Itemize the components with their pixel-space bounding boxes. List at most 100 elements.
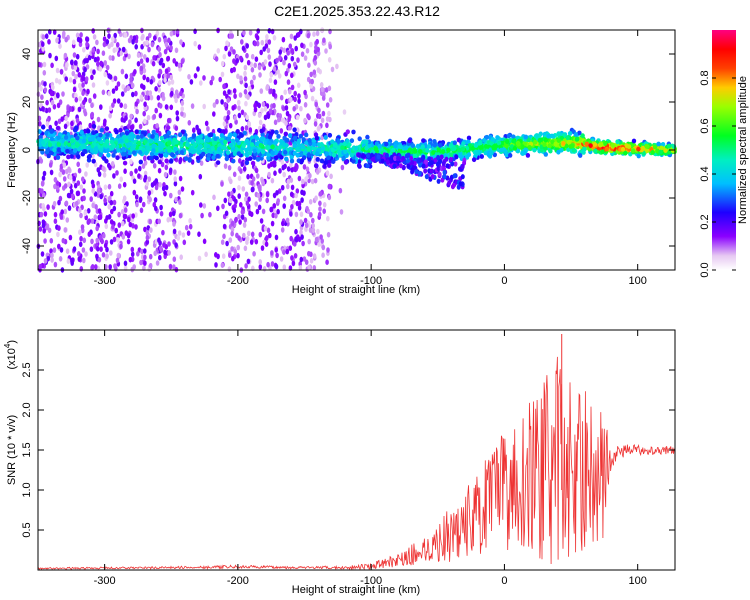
spectrogram-noise-cell bbox=[145, 90, 150, 96]
spectrogram-noise-cell bbox=[220, 99, 224, 105]
spectrogram-noise-cell bbox=[59, 163, 64, 170]
spectrogram-noise-cell bbox=[159, 204, 163, 211]
spectrogram-noise-cell bbox=[312, 31, 316, 37]
spectrogram-noise-cell bbox=[143, 54, 147, 60]
spectrogram-noise-cell bbox=[86, 208, 91, 214]
spectrogram-ridge-cell bbox=[149, 138, 154, 144]
spectrogram-noise-cell bbox=[116, 98, 121, 104]
spectrogram-noise-cell bbox=[96, 61, 100, 67]
spectrogram-ridge-cell bbox=[217, 127, 222, 133]
spectrogram-x-tick-label: 100 bbox=[629, 275, 647, 287]
spectrogram-noise-cell bbox=[74, 200, 79, 207]
spectrogram-noise-cell bbox=[293, 90, 298, 97]
spectrogram-ridge-cell bbox=[198, 144, 203, 149]
spectrogram-noise-cell bbox=[47, 227, 52, 234]
spectrogram-ridge-cell bbox=[150, 134, 155, 139]
spectrogram-noise-cell bbox=[295, 114, 300, 121]
spectrogram-noise-cell bbox=[258, 119, 263, 126]
spectrogram-noise-cell bbox=[291, 260, 296, 267]
spectrogram-ridge-cell bbox=[244, 160, 250, 166]
spectrogram-noise-cell bbox=[143, 254, 147, 261]
spectrogram-noise-cell bbox=[278, 168, 282, 174]
spectrogram-noise-cell bbox=[109, 239, 114, 245]
spectrogram-tail-cell bbox=[357, 152, 362, 158]
spectrogram-ridge-cell bbox=[254, 136, 260, 141]
spectrogram-noise-cell bbox=[164, 41, 169, 48]
spectrogram-ridge-cell bbox=[211, 155, 216, 161]
spectrogram-noise-cell bbox=[257, 102, 262, 109]
spectrogram-ridge-cell bbox=[466, 152, 472, 158]
spectrogram-noise-cell bbox=[104, 223, 109, 230]
spectrogram-noise-cell bbox=[312, 69, 317, 75]
spectrogram-noise-cell bbox=[325, 116, 330, 122]
spectrogram-noise-cell bbox=[164, 68, 169, 74]
spectrogram-noise-cell bbox=[309, 258, 314, 264]
spectrogram-ridge-cell bbox=[580, 133, 585, 139]
spectrogram-ridge-cell bbox=[128, 136, 133, 141]
spectrogram-noise-cell bbox=[300, 51, 305, 57]
spectrogram-noise-cell bbox=[115, 42, 120, 48]
spectrogram-noise-cell bbox=[247, 230, 251, 237]
spectrogram-noise-cell bbox=[163, 171, 168, 178]
spectrogram-ridge-cell bbox=[245, 139, 250, 144]
spectrogram-noise-cell bbox=[193, 73, 198, 79]
spectrogram-noise-cell bbox=[232, 88, 237, 94]
spectrogram-noise-cell bbox=[161, 185, 166, 192]
spectrogram-noise-cell bbox=[329, 173, 333, 180]
spectrogram-noise-cell bbox=[291, 199, 296, 206]
spectrogram-noise-cell bbox=[179, 254, 183, 260]
spectrogram-noise-cell bbox=[40, 94, 44, 100]
spectrogram-noise-cell bbox=[231, 105, 235, 111]
spectrogram-ridge-cell bbox=[550, 139, 555, 145]
spectrogram-noise-cell bbox=[110, 161, 115, 167]
spectrogram-ridge-cell bbox=[98, 147, 104, 153]
spectrogram-noise-cell bbox=[40, 251, 45, 257]
spectrogram-noise-cell bbox=[228, 237, 233, 243]
spectrogram-noise-cell bbox=[158, 182, 162, 188]
spectrogram-noise-cell bbox=[179, 90, 183, 97]
spectrogram-noise-cell bbox=[41, 106, 45, 112]
spectrogram-noise-cell bbox=[226, 109, 231, 116]
spectrogram-ridge-cell bbox=[666, 143, 672, 149]
spectrogram-noise-cell bbox=[172, 221, 176, 227]
spectrogram-noise-cell bbox=[227, 51, 232, 57]
spectrogram-ridge-cell bbox=[391, 147, 396, 153]
spectrogram-noise-cell bbox=[297, 175, 302, 182]
spectrogram-noise-cell bbox=[131, 39, 135, 45]
spectrogram-noise-cell bbox=[147, 46, 151, 53]
spectrogram-noise-cell bbox=[146, 76, 150, 83]
spectrogram-ridge-cell bbox=[432, 139, 437, 144]
spectrogram-noise-cell bbox=[172, 228, 177, 235]
spectrogram-ridge-cell bbox=[114, 129, 119, 135]
spectrogram-noise-cell bbox=[101, 89, 106, 96]
spectrogram-noise-cell bbox=[135, 108, 139, 115]
spectrogram-noise-cell bbox=[167, 37, 171, 44]
spectrogram-noise-cell bbox=[278, 49, 283, 55]
spectrogram-noise-cell bbox=[131, 223, 135, 229]
spectrogram-noise-cell bbox=[71, 70, 76, 77]
spectrogram-noise-cell bbox=[257, 64, 262, 71]
spectrogram-noise-cell bbox=[237, 213, 241, 220]
spectrogram-noise-cell bbox=[221, 203, 225, 210]
spectrogram-ridge-cell bbox=[196, 148, 201, 154]
spectrogram-noise-cell bbox=[102, 172, 107, 178]
spectrogram-tail-cell bbox=[450, 184, 455, 190]
spectrogram-noise-cell bbox=[49, 238, 54, 244]
spectrogram-ridge-cell bbox=[138, 150, 143, 155]
spectrogram-noise-cell bbox=[117, 222, 122, 228]
spectrogram-noise-cell bbox=[103, 197, 107, 204]
spectrogram-noise-cell bbox=[61, 237, 66, 244]
spectrogram-noise-cell bbox=[150, 41, 155, 48]
spectrogram-ridge-cell bbox=[313, 163, 319, 169]
spectrogram-noise-cell bbox=[59, 69, 64, 75]
spectrogram-noise-cell bbox=[250, 180, 254, 186]
spectrogram-noise-cell bbox=[85, 41, 89, 48]
spectrogram-noise-cell bbox=[314, 101, 319, 108]
spectrogram-ridge-cell bbox=[296, 138, 301, 144]
spectrogram-noise-cell bbox=[63, 123, 68, 130]
spectrogram-noise-cell bbox=[303, 217, 308, 224]
spectrogram-ridge-cell bbox=[252, 148, 257, 154]
spectrogram-noise-cell bbox=[212, 194, 216, 201]
spectrogram-noise-cell bbox=[244, 100, 248, 107]
spectrogram-noise-cell bbox=[149, 94, 154, 101]
